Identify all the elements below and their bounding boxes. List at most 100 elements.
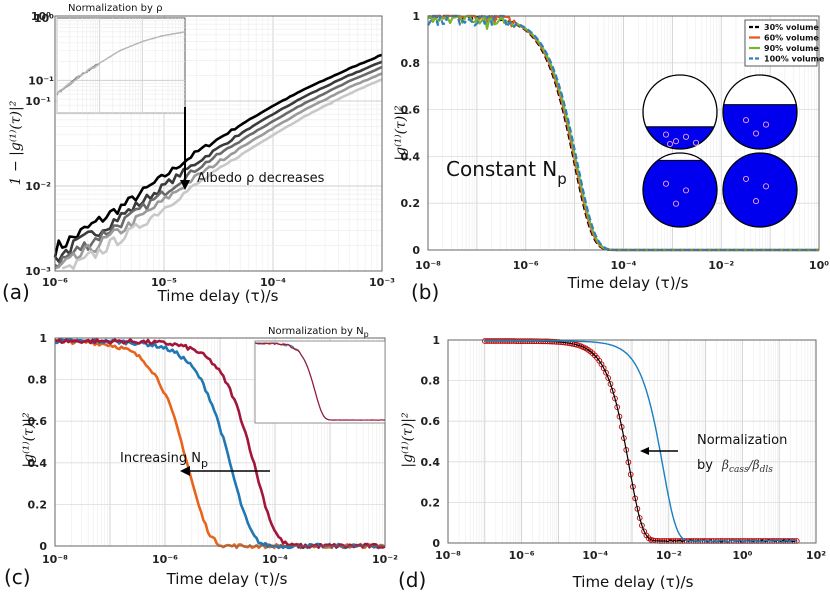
- panel-c: 10⁻⁸ 10⁻⁶ 10⁻⁴ 10⁻² 0 0.2 0.4 0.6 0.8 1 Normaliz…: [4, 326, 398, 589]
- panel-b-particle: [682, 133, 690, 140]
- panel-b-xlabel: Time delay (τ)/s: [567, 274, 689, 292]
- panel-a-label: (a): [2, 280, 30, 304]
- panel-b-container-outline: [642, 152, 718, 228]
- panel-a-x-tick-label: 10⁻⁴: [260, 276, 286, 289]
- panel-b-x-tick-label: 10⁻⁶: [513, 259, 539, 272]
- panel-a-x-tick-label: 10⁻³: [369, 276, 395, 289]
- panel-d: 10⁻⁸ 10⁻⁶ 10⁻⁴ 10⁻² 10⁰ 10² 0 0.2 0.4 0.6 0.8 1 No…: [398, 334, 826, 592]
- panel-b-particle: [672, 200, 680, 207]
- panel-b-container-outline: [722, 74, 798, 150]
- panel-d-marker: [641, 528, 647, 535]
- panel-d-x-tick-label: 10⁻⁶: [509, 549, 535, 562]
- panel-c-inset-line: [255, 342, 386, 421]
- panel-d-y-ticks: 0 0.2 0.4 0.6 0.8 1: [421, 334, 441, 550]
- panel-c-annotation: Increasing Np: [120, 451, 208, 470]
- panel-c-inset-frame: [254, 340, 386, 424]
- panel-b-particle: [662, 180, 670, 187]
- panel-c-y-tick-label: 0.6: [28, 415, 48, 428]
- panel-a-series-line: [54, 72, 383, 270]
- panel-c-x-ticks: 10⁻⁸ 10⁻⁶ 10⁻⁴ 10⁻²: [42, 553, 398, 566]
- panel-c-x-tick-label: 10⁻⁴: [262, 553, 288, 566]
- panel-b-x-ticks: 10⁻⁸ 10⁻⁶ 10⁻⁴ 10⁻² 10⁰: [415, 259, 829, 272]
- panel-b-y-tick-label: 1: [412, 10, 420, 23]
- panel-c-y-tick-label: 0.8: [28, 374, 48, 387]
- panel-d-y-tick-label: 1: [432, 334, 440, 347]
- panel-a-inset-y-ticks: 10⁰ 10⁻¹: [28, 12, 54, 87]
- panel-b-x-tick-label: 10⁻⁸: [415, 259, 441, 272]
- panel-a-frame: [54, 15, 383, 272]
- panel-b-particle: [662, 131, 670, 138]
- panel-b-container-outline: [642, 74, 718, 150]
- panel-b-legend-label: 30% volume: [764, 23, 819, 32]
- panel-a-series-line: [53, 60, 383, 263]
- panel-d-x-tick-label: 10⁻²: [656, 549, 682, 562]
- panel-a: 10⁻⁶ 10⁻⁵ 10⁻⁴ 10⁻³ 10⁻³ 10⁻² 10⁻¹ 10⁰ Normali…: [2, 3, 395, 305]
- panel-c-inset-series: [254, 342, 386, 421]
- panel-d-marker: [639, 522, 645, 529]
- panel-d-label: (d): [398, 568, 426, 592]
- panel-c-y-tick-label: 0.2: [28, 498, 48, 511]
- panel-c-x-tick-label: 10⁻⁸: [42, 553, 68, 566]
- panel-b-particle: [742, 117, 750, 124]
- panel-d-arrow-head: [640, 447, 649, 455]
- panel-d-ylabel: |g⁽¹⁾(τ)|²: [400, 412, 416, 468]
- panel-b-annotation: Constant Np: [446, 157, 567, 188]
- panel-a-annotation: Albedo ρ decreases: [197, 171, 325, 186]
- panel-d-y-tick-label: 0.6: [421, 415, 441, 428]
- panel-b-legend-label: 100% volume: [764, 55, 825, 64]
- panel-b-y-tick-label: 0.4: [401, 150, 421, 163]
- panel-b-particle: [672, 138, 680, 145]
- panel-b-particle: [752, 130, 760, 137]
- panel-b-particle: [692, 139, 700, 146]
- panel-d-x-tick-label: 10⁰: [732, 549, 752, 562]
- panel-a-series: [53, 53, 383, 271]
- panel-d-x-tick-label: 10⁻⁴: [582, 549, 608, 562]
- panel-a-x-ticks: 10⁻⁶ 10⁻⁵ 10⁻⁴ 10⁻³: [42, 276, 395, 289]
- panel-d-annotation: Normalization: [697, 433, 787, 448]
- panel-c-label: (c): [4, 565, 31, 589]
- panel-a-y-ticks: 10⁻³ 10⁻² 10⁻¹ 10⁰: [25, 10, 51, 278]
- panel-a-series-line: [54, 65, 383, 269]
- panel-b-particle: [742, 175, 750, 182]
- panel-c-x-tick-label: 10⁻⁶: [152, 553, 178, 566]
- panel-c-y-ticks: 0 0.2 0.4 0.6 0.8 1: [28, 332, 48, 553]
- panel-c-ylabel: |g⁽¹⁾(τ)|²: [21, 412, 37, 468]
- panel-b-x-tick-label: 10⁻⁴: [611, 259, 637, 272]
- panel-c-y-tick-label: 0.4: [28, 457, 48, 470]
- panel-d-frame: [447, 339, 817, 544]
- panel-a-inset-title: Normalization by ρ: [68, 3, 162, 14]
- panel-c-frame: [54, 337, 386, 547]
- panel-a-y-tick-label: 10⁰: [31, 10, 51, 23]
- panel-c-arrow-head: [180, 466, 190, 476]
- panel-a-inset-y-tick-label: 10⁰: [34, 12, 54, 25]
- panel-b-particle: [762, 121, 770, 128]
- panel-d-marker: [636, 515, 643, 521]
- panel-d-marker: [603, 369, 609, 376]
- panel-d-series-line: [484, 340, 798, 543]
- panel-a-inset-series: [56, 31, 186, 96]
- panel-b-y-tick-label: 0.6: [401, 104, 421, 117]
- panel-b-x-tick-label: 10⁰: [809, 259, 829, 272]
- panel-d-x-ticks: 10⁻⁸ 10⁻⁶ 10⁻⁴ 10⁻² 10⁰ 10²: [435, 549, 826, 562]
- panel-a-ylabel: 1 − |g⁽¹⁾(τ)|²: [8, 100, 24, 185]
- panel-d-y-tick-label: 0: [432, 537, 440, 550]
- panel-a-x-tick-label: 10⁻⁶: [42, 276, 68, 289]
- panel-c-y-tick-label: 0: [39, 540, 47, 553]
- panel-b-liquid-fill: [723, 153, 797, 227]
- panel-b-particle: [666, 140, 674, 148]
- panel-a-series-line: [53, 53, 383, 258]
- panel-d-y-tick-label: 0.2: [421, 496, 441, 509]
- panel-d-marker: [600, 365, 607, 372]
- panel-c-y-tick-label: 1: [39, 332, 47, 345]
- panel-b-container-outline: [722, 152, 798, 228]
- panel-d-x-tick-label: 10⁻⁸: [435, 549, 461, 562]
- panel-b-legend-label: 90% volume: [764, 44, 819, 53]
- panel-b-legend-label: 60% volume: [764, 34, 819, 43]
- panel-a-y-tick-label: 10⁻¹: [25, 95, 51, 108]
- panel-a-y-tick-label: 10⁻²: [25, 180, 51, 193]
- panel-d-xlabel: Time delay (τ)/s: [572, 573, 694, 591]
- panel-d-marker: [609, 387, 616, 394]
- panel-b-annotation-sub: p: [557, 170, 567, 188]
- panel-a-arrow-head: [180, 180, 190, 190]
